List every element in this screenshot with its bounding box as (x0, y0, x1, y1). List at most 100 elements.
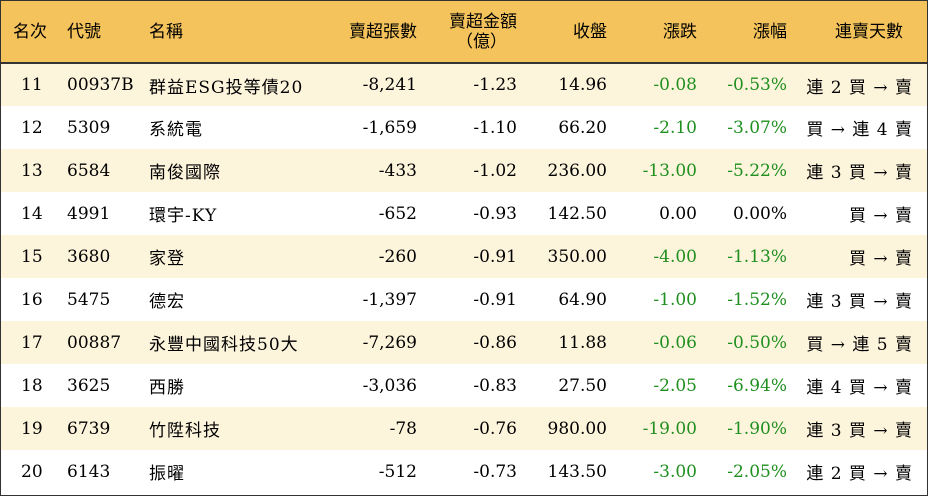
cell-close: 143.50 (547, 461, 607, 482)
cell-code: 6739 (67, 418, 111, 439)
cell-streak: 買 → 連 5 賣 (806, 335, 913, 355)
cell-name: 西勝 (149, 378, 185, 398)
header-streak: 連賣天數 (797, 1, 927, 64)
cell-close: 980.00 (547, 418, 607, 439)
cell-name: 竹陞科技 (149, 421, 221, 441)
cell-net-sell-lots: -78 (389, 418, 417, 439)
cell-rank: 20 (21, 461, 43, 482)
cell-streak: 連 3 買 → 賣 (806, 163, 913, 183)
cell-code: 3680 (67, 246, 111, 267)
cell-net-sell-lots: -260 (378, 246, 417, 267)
cell-streak: 買 → 賣 (848, 206, 913, 226)
cell-pct: -1.90% (727, 418, 787, 439)
header-code: 代號 (63, 1, 145, 64)
cell-streak: 連 4 買 → 賣 (806, 378, 913, 398)
cell-code: 4991 (67, 203, 111, 224)
table-row: 20 6143 振曜 -512 -0.73 143.50 -3.00 -2.05… (1, 450, 927, 493)
cell-close: 14.96 (558, 75, 607, 95)
cell-net-sell-lots: -8,241 (362, 75, 417, 95)
cell-code: 3625 (67, 375, 111, 396)
cell-net-sell-amount: -0.73 (473, 461, 517, 482)
header-rank: 名次 (1, 1, 63, 64)
header-pct: 漲幅 (707, 1, 797, 64)
header-net-sell-amount-line1: 賣超金額 (449, 11, 517, 32)
table-row: 12 5309 系統電 -1,659 -1.10 66.20 -2.10 -3.… (1, 106, 927, 149)
cell-change: -3.00 (653, 461, 697, 482)
cell-net-sell-lots: -512 (378, 461, 417, 482)
cell-net-sell-lots: -433 (378, 160, 417, 181)
cell-code: 5475 (67, 289, 111, 310)
table-row: 13 6584 南俊國際 -433 -1.02 236.00 -13.00 -5… (1, 149, 927, 192)
cell-change: -19.00 (642, 418, 697, 439)
header-net-sell-lots: 賣超張數 (319, 1, 427, 64)
cell-net-sell-lots: -1,397 (362, 289, 417, 310)
cell-change: -2.05 (653, 375, 697, 396)
cell-change: -0.08 (653, 75, 697, 95)
cell-streak: 買 → 賣 (848, 249, 913, 269)
cell-rank: 12 (21, 117, 43, 138)
cell-net-sell-lots: -1,659 (362, 117, 417, 138)
header-net-sell-amount-line2: （億） (456, 31, 507, 52)
cell-change: -0.06 (653, 332, 697, 353)
cell-close: 350.00 (547, 246, 607, 267)
cell-rank: 14 (21, 203, 43, 224)
cell-rank: 17 (21, 332, 43, 353)
cell-change: -1.00 (653, 289, 697, 310)
cell-close: 66.20 (558, 117, 607, 138)
cell-net-sell-amount: -0.91 (473, 289, 517, 310)
cell-rank: 16 (21, 289, 43, 310)
cell-change: -13.00 (642, 160, 697, 181)
cell-pct: -2.05% (727, 461, 787, 482)
cell-net-sell-lots: -652 (378, 203, 417, 224)
cell-net-sell-amount: -1.02 (473, 160, 517, 181)
cell-name: 系統電 (149, 120, 203, 140)
cell-name: 振曜 (149, 464, 185, 484)
cell-name: 德宏 (149, 292, 185, 312)
cell-net-sell-amount: -0.91 (473, 246, 517, 267)
cell-pct: -5.22% (727, 160, 787, 181)
cell-rank: 13 (21, 160, 43, 181)
cell-net-sell-amount: -1.23 (473, 75, 517, 95)
cell-net-sell-amount: -0.83 (473, 375, 517, 396)
cell-close: 142.50 (547, 203, 607, 224)
cell-net-sell-amount: -0.76 (473, 418, 517, 439)
table-row: 16 5475 德宏 -1,397 -0.91 64.90 -1.00 -1.5… (1, 278, 927, 321)
cell-name: 南俊國際 (149, 163, 221, 183)
cell-name: 群益ESG投等債20 (149, 77, 304, 98)
cell-code: 6143 (67, 461, 111, 482)
table-body: 11 00937B 群益ESG投等債20 -8,241 -1.23 14.96 … (1, 63, 927, 493)
header-net-sell-amount: 賣超金額 （億） (427, 1, 527, 64)
cell-rank: 18 (21, 375, 43, 396)
cell-pct: 0.00% (732, 203, 787, 224)
cell-change: -2.10 (653, 117, 697, 138)
cell-close: 64.90 (558, 289, 607, 310)
cell-change: 0.00 (659, 203, 697, 224)
header-name: 名稱 (145, 1, 319, 64)
cell-code: 6584 (67, 160, 111, 181)
cell-pct: -1.13% (727, 246, 787, 267)
table-row: 15 3680 家登 -260 -0.91 350.00 -4.00 -1.13… (1, 235, 927, 278)
table-row: 19 6739 竹陞科技 -78 -0.76 980.00 -19.00 -1.… (1, 407, 927, 450)
cell-close: 11.88 (558, 332, 607, 353)
cell-streak: 買 → 連 4 賣 (806, 120, 913, 140)
cell-pct: -3.07% (727, 117, 787, 138)
table-row: 11 00937B 群益ESG投等債20 -8,241 -1.23 14.96 … (1, 63, 927, 106)
cell-change: -4.00 (653, 246, 697, 267)
cell-net-sell-lots: -7,269 (362, 332, 417, 353)
cell-rank: 11 (21, 75, 43, 95)
cell-code: 00937B (67, 75, 134, 95)
cell-rank: 19 (21, 418, 43, 439)
cell-streak: 連 3 買 → 賣 (806, 421, 913, 441)
cell-net-sell-lots: -3,036 (362, 375, 417, 396)
table-row: 17 00887 永豐中國科技50大 -7,269 -0.86 11.88 -0… (1, 321, 927, 364)
cell-net-sell-amount: -1.10 (473, 117, 517, 138)
table-row: 18 3625 西勝 -3,036 -0.83 27.50 -2.05 -6.9… (1, 364, 927, 407)
cell-name: 家登 (149, 249, 185, 269)
cell-code: 5309 (67, 117, 111, 138)
table-header-row: 名次 代號 名稱 賣超張數 賣超金額 （億） 收盤 漲跌 漲幅 連賣天數 (1, 1, 927, 64)
cell-rank: 15 (21, 246, 43, 267)
table-row: 14 4991 環宇-KY -652 -0.93 142.50 0.00 0.0… (1, 192, 927, 235)
cell-net-sell-amount: -0.93 (473, 203, 517, 224)
